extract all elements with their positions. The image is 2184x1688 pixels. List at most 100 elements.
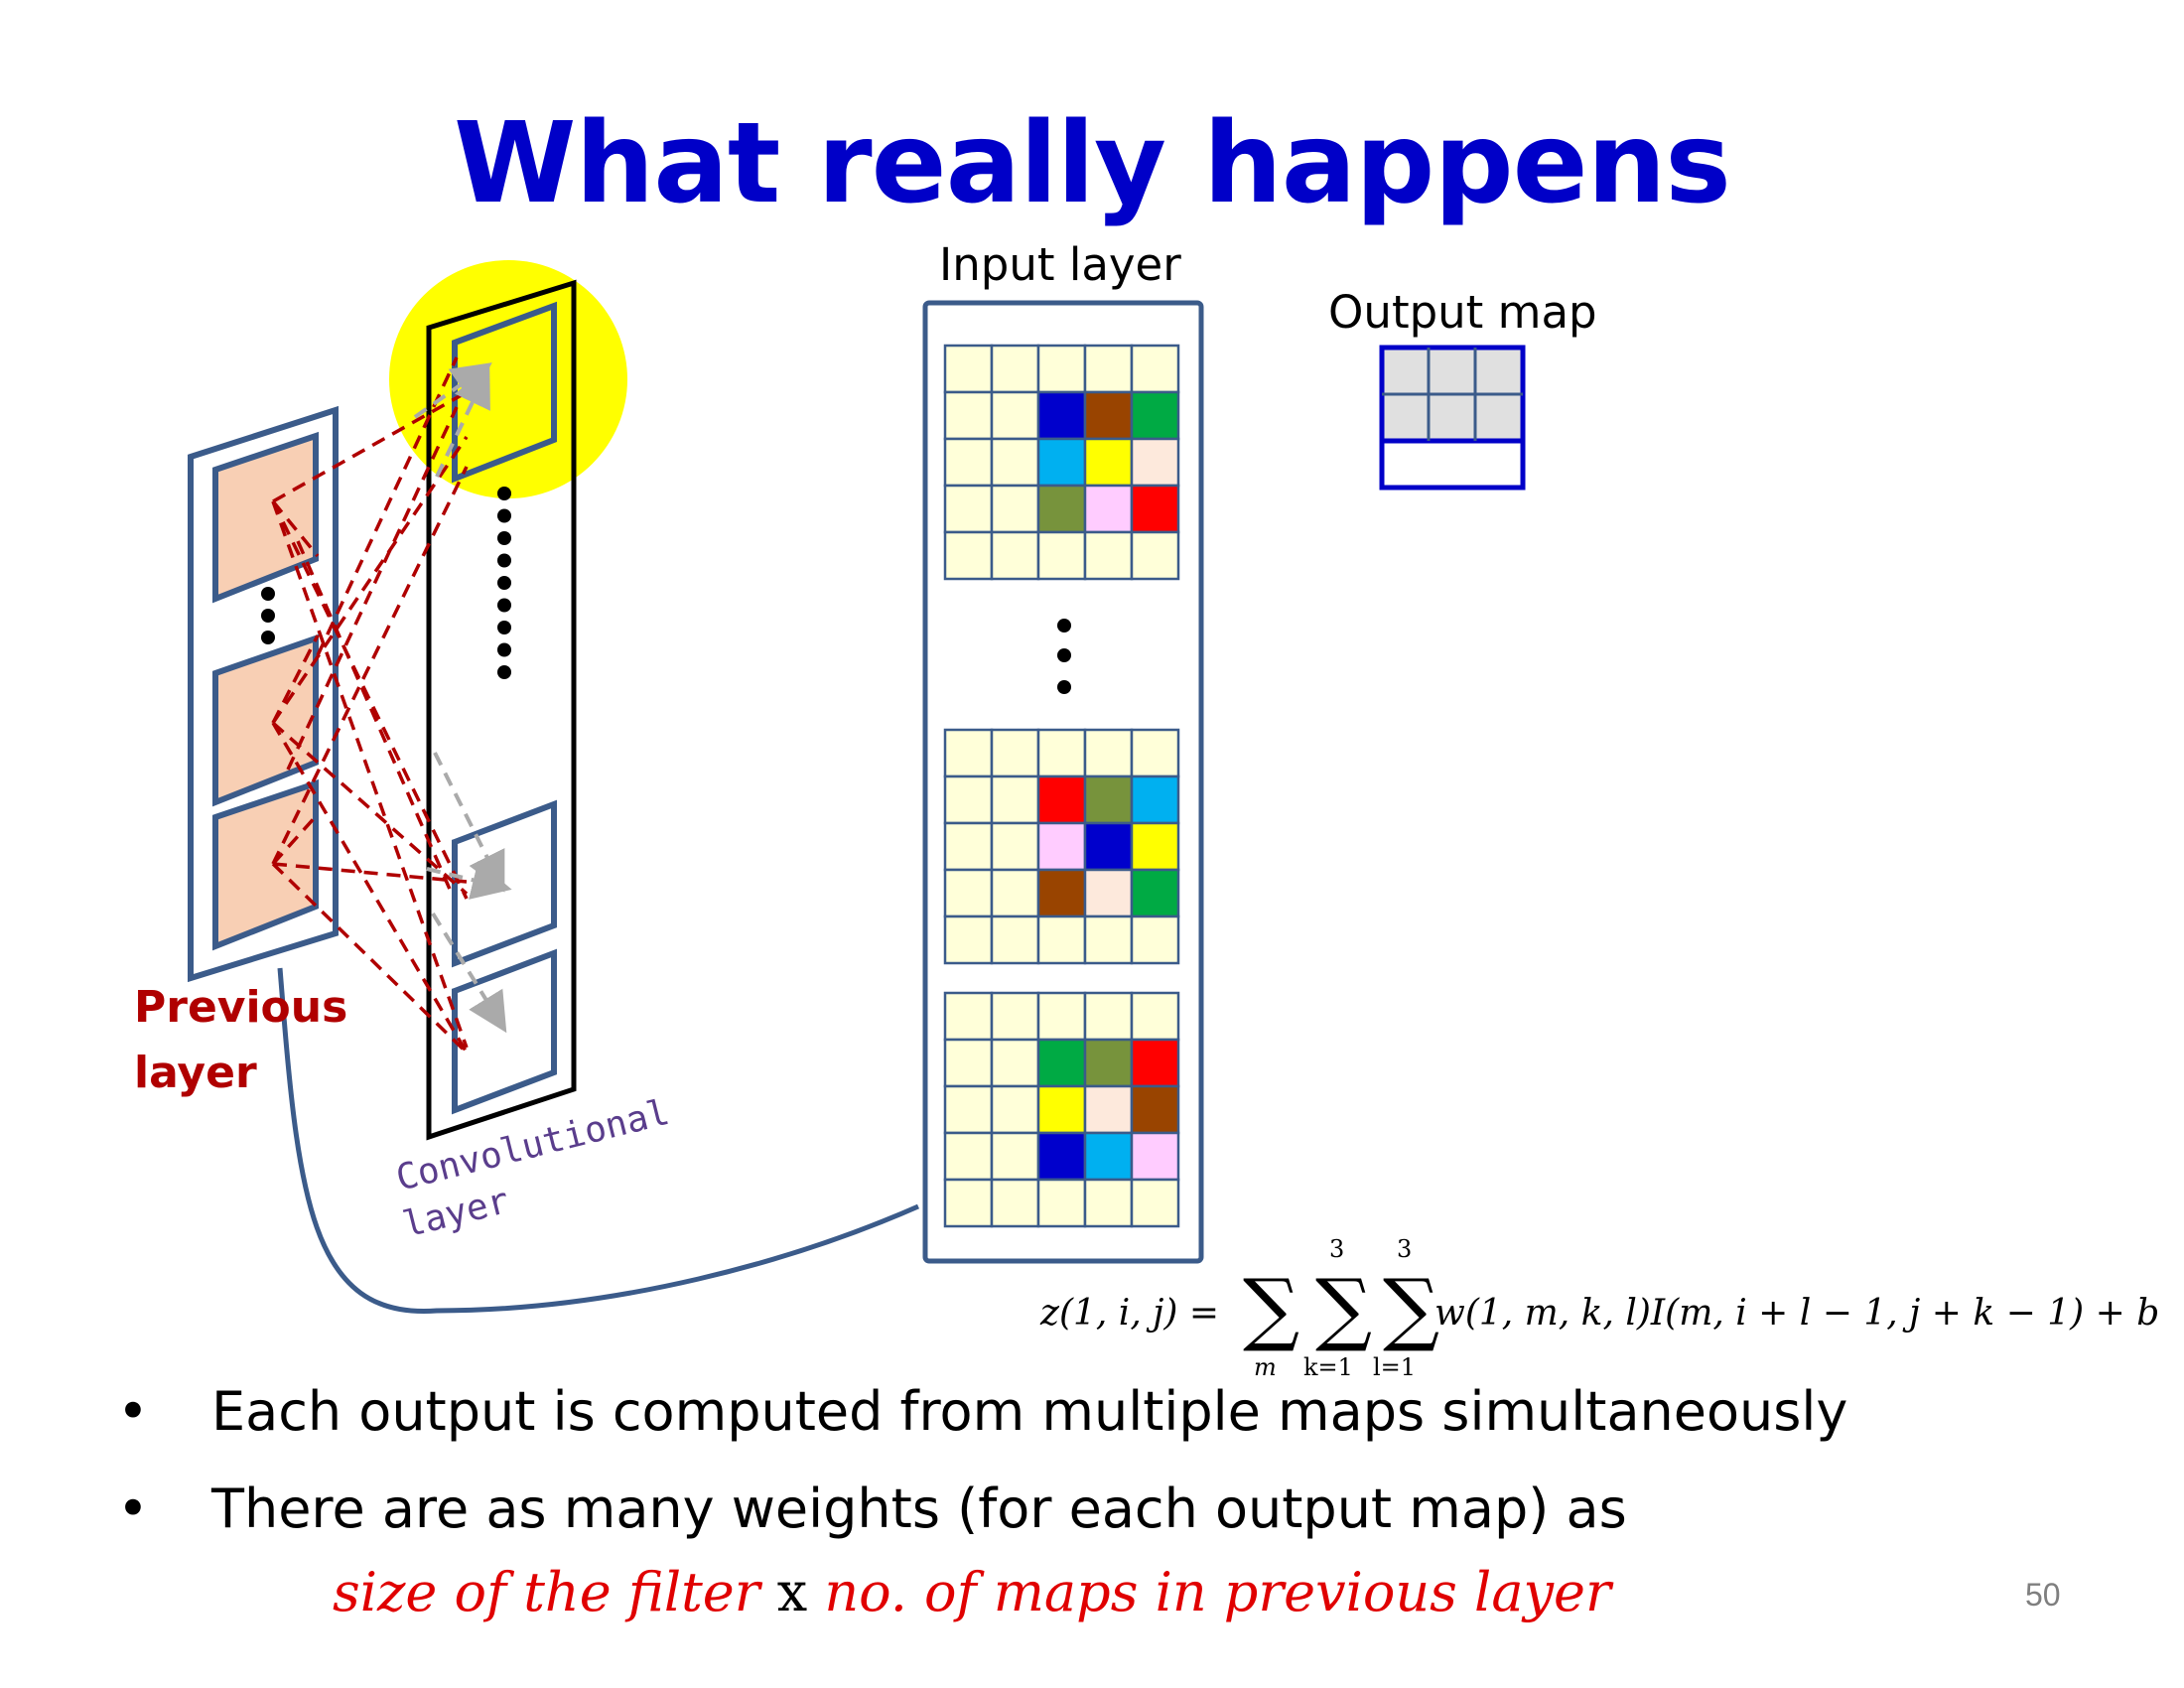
grid-cell <box>1130 530 1180 581</box>
grid-cell <box>1083 1084 1134 1135</box>
output-map-label: Output map <box>1328 286 1597 339</box>
grid-cell <box>1130 437 1180 488</box>
grid-cell <box>1036 530 1087 581</box>
grid-cell <box>1083 1131 1134 1182</box>
grid-cell <box>1083 868 1134 918</box>
grid-cell <box>1036 1038 1087 1088</box>
conv-ellipsis <box>497 487 511 679</box>
ellipsis-dot <box>497 576 511 590</box>
emphasis-part1: size of the filter <box>333 1561 760 1623</box>
emphasis-part2: no. of maps in previous layer <box>824 1561 1611 1623</box>
previous-layer-slab <box>188 405 339 983</box>
grid-cell <box>943 1084 994 1135</box>
ellipsis-dot <box>497 487 511 500</box>
ellipsis-dot <box>497 508 511 523</box>
grid-cell <box>990 774 1040 825</box>
grid-cell <box>1036 774 1087 825</box>
dashed-gray-arrows <box>413 362 512 1034</box>
grid-cell <box>943 821 994 872</box>
grid-cell <box>990 1084 1040 1135</box>
grid-cell <box>943 1178 994 1228</box>
grid-cell <box>1036 1084 1087 1135</box>
grid-cell <box>1083 774 1134 825</box>
previous-label-line: layer <box>134 1048 257 1098</box>
grid-cell <box>1083 484 1134 534</box>
svg-text:∑: ∑ <box>1315 1262 1372 1354</box>
grid-cell <box>1083 1178 1134 1228</box>
grid-cell <box>1130 1038 1180 1088</box>
grid-cell <box>990 1038 1040 1088</box>
formula-sum2-sub: k=1 <box>1303 1353 1353 1381</box>
grid-cell <box>990 530 1040 581</box>
grid-cell <box>1036 437 1087 488</box>
grid-cell <box>1130 1131 1180 1182</box>
emphasis-times: x <box>776 1561 808 1623</box>
grid-cell <box>990 1178 1040 1228</box>
ellipsis-dot <box>497 665 511 679</box>
svg-text:∑: ∑ <box>1383 1262 1439 1354</box>
ellipsis-dot <box>1057 680 1071 694</box>
ellipsis-dot <box>261 609 275 623</box>
bullet-item: • Each output is computed from multiple m… <box>117 1380 1848 1443</box>
grid-cell <box>1083 530 1134 581</box>
grid-cell <box>990 390 1040 441</box>
dashed-red-connections <box>271 356 469 1055</box>
input-grid <box>943 728 1180 965</box>
input-layer-label: Input layer <box>939 238 1181 291</box>
grid-cell <box>990 1131 1040 1182</box>
grid-cell <box>943 344 994 394</box>
conv-map <box>452 799 557 968</box>
grid-cell <box>990 484 1040 534</box>
conv-map <box>452 948 557 1115</box>
input-grid <box>943 991 1180 1228</box>
grid-cell <box>990 728 1040 778</box>
ellipsis-dot <box>497 531 511 545</box>
bullet-text: Each output is computed from multiple ma… <box>211 1380 1848 1443</box>
previous-label-line: Previous <box>134 982 348 1033</box>
previous-map <box>212 431 319 604</box>
grid-cell <box>1036 821 1087 872</box>
grid-cell <box>1130 821 1180 872</box>
grid-cell <box>1083 390 1134 441</box>
grid-cell <box>1036 484 1087 534</box>
ellipsis-dot <box>1057 619 1071 633</box>
page-title: What really happens <box>454 99 1731 228</box>
grid-cell <box>1083 728 1134 778</box>
grid-cell <box>1036 1178 1087 1228</box>
grid-cell <box>1130 1178 1180 1228</box>
grid-cell <box>1130 484 1180 534</box>
grid-cell <box>1036 390 1087 441</box>
grid-cell <box>990 344 1040 394</box>
formula-rhs: w(1, m, k, l)I(m, i + l − 1, j + k − 1) … <box>1434 1293 2160 1334</box>
grid-cell <box>1130 991 1180 1042</box>
grid-cell <box>943 390 994 441</box>
grid-cell <box>1036 344 1087 394</box>
grid-cell <box>1130 774 1180 825</box>
grid-cell <box>943 484 994 534</box>
svg-text:∑: ∑ <box>1243 1262 1299 1354</box>
grid-cell <box>1130 390 1180 441</box>
input-grid <box>943 344 1180 581</box>
grid-cell <box>990 991 1040 1042</box>
emphasis-line: size of the filter x no. of maps in prev… <box>333 1561 1611 1623</box>
formula-sum2-sup: 3 <box>1329 1235 1345 1263</box>
ellipsis-dot <box>261 587 275 601</box>
formula-sum3-sub: l=1 <box>1373 1353 1417 1381</box>
grid-cell <box>1083 991 1134 1042</box>
ellipsis-dot <box>497 553 511 568</box>
bullet-text: There are as many weights (for each outp… <box>211 1477 1627 1540</box>
formula-lhs: z(1, i, j) = <box>1040 1293 1220 1334</box>
ellipsis-dot <box>497 642 511 657</box>
formula-symbols: ∑ ∑ ∑ <box>1243 1262 1439 1354</box>
grid-cell <box>1036 728 1087 778</box>
grid-cell <box>943 437 994 488</box>
grid-cell <box>990 821 1040 872</box>
grid-cell <box>1130 1084 1180 1135</box>
grid-cell <box>1130 344 1180 394</box>
grid-cell <box>1130 914 1180 965</box>
grid-cell <box>943 530 994 581</box>
ellipsis-dot <box>497 598 511 613</box>
grid-cell <box>1130 868 1180 918</box>
